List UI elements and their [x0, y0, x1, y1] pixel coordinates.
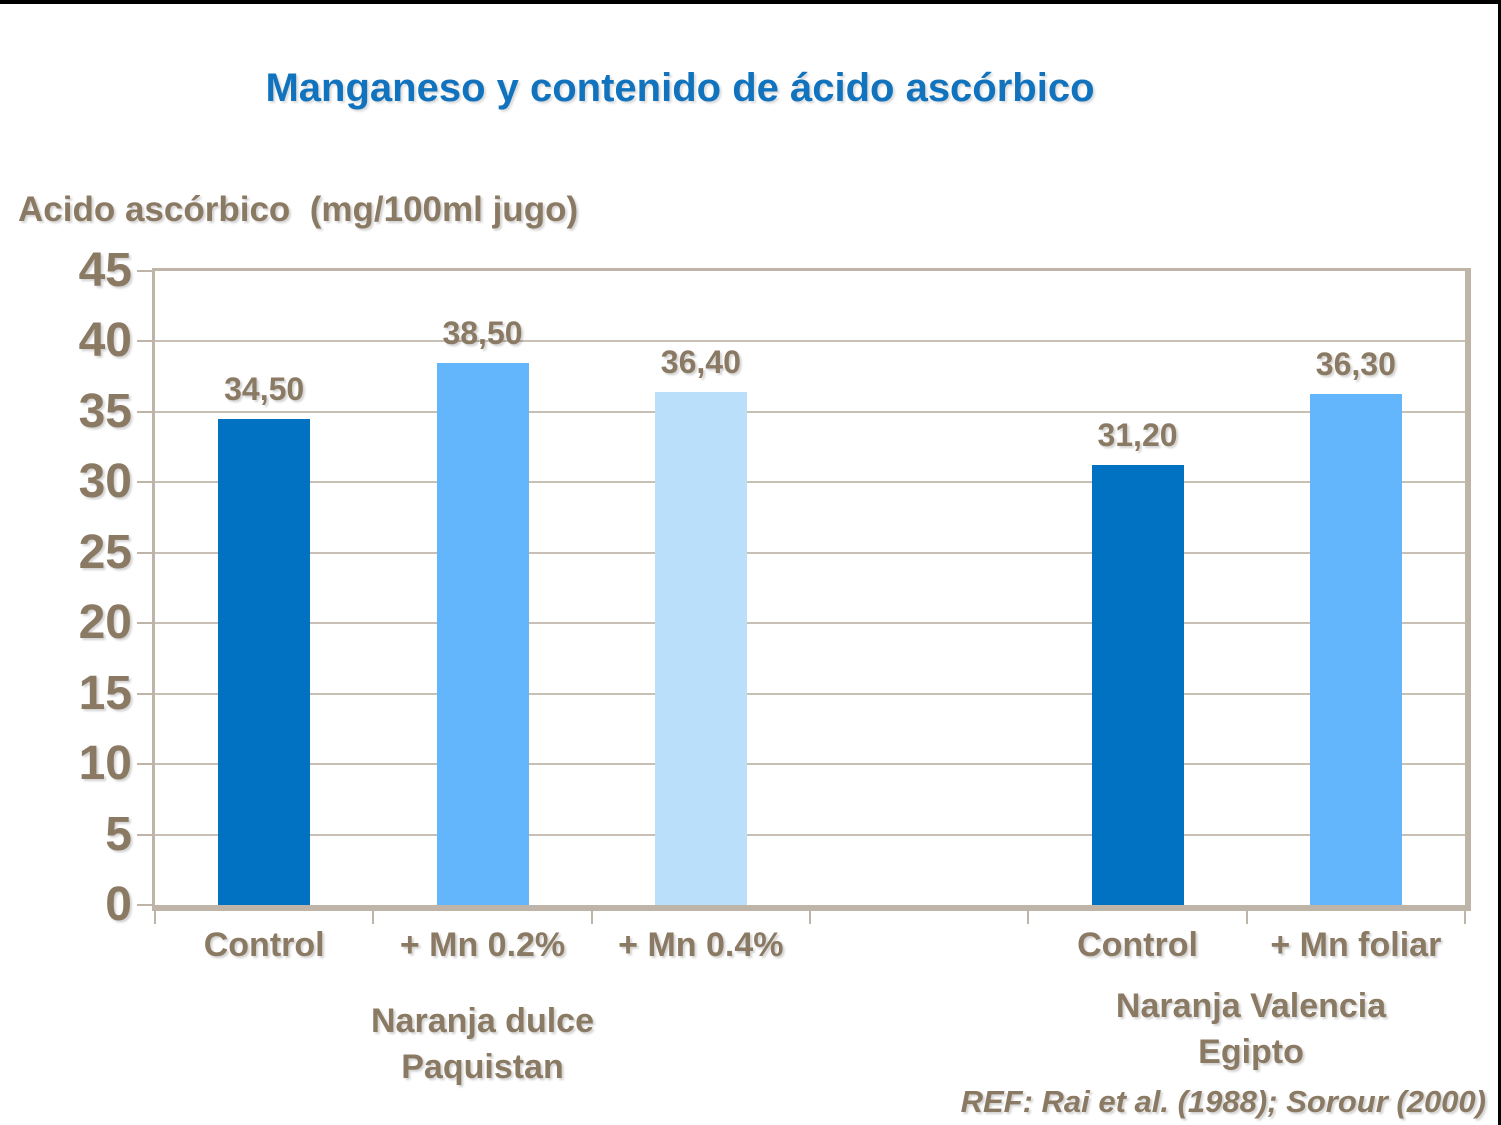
x-category-label: + Mn foliar	[1270, 926, 1442, 964]
slide-border-top	[0, 0, 1501, 4]
y-tick-mark	[137, 340, 152, 343]
y-tick-label-15: 15	[78, 666, 132, 720]
y-tick-mark	[137, 833, 152, 836]
slide-border-right	[1498, 0, 1501, 1125]
y-tick-label-40: 40	[78, 314, 132, 368]
y-tick-mark	[137, 551, 152, 554]
y-tick-mark	[137, 481, 152, 484]
x-category-label: + Mn 0.4%	[618, 926, 784, 964]
gridline-25	[155, 551, 1465, 554]
gridline-40	[155, 340, 1465, 343]
x-tick-mark	[1464, 911, 1466, 924]
x-tick-mark	[590, 911, 593, 924]
y-tick-mark	[137, 904, 152, 906]
bar--mn-0-2-	[436, 362, 529, 905]
y-tick-label-0: 0	[105, 878, 132, 931]
gridline-10	[155, 763, 1465, 766]
y-tick-label-45: 45	[78, 244, 132, 297]
bar-control	[218, 418, 311, 905]
y-tick-label-25: 25	[78, 525, 132, 579]
gridline-5	[155, 833, 1465, 836]
plot-area	[152, 268, 1471, 911]
y-tick-label-20: 20	[78, 596, 132, 650]
gridline-30	[155, 481, 1465, 484]
x-tick-mark	[1027, 911, 1030, 924]
gridline-15	[155, 692, 1465, 695]
y-tick-mark	[137, 763, 152, 766]
group-label-naranja-dulce: Naranja dulce Paquistan	[371, 1002, 594, 1086]
bar-value-label: 36,40	[660, 344, 741, 381]
bar-value-label: 36,30	[1315, 345, 1396, 382]
group-label-naranja-valencia: Naranja Valencia Egipto	[1115, 987, 1387, 1071]
y-tick-label-10: 10	[78, 737, 132, 791]
y-tick-mark	[137, 622, 152, 625]
bar-value-label: 34,50	[224, 370, 305, 407]
y-tick-label-30: 30	[78, 455, 132, 509]
bar--mn-foliar	[1309, 393, 1402, 905]
chart-title: Manganeso y contenido de ácido ascórbico	[265, 66, 1095, 110]
x-tick-mark	[372, 911, 375, 924]
bar-value-label: 38,50	[442, 314, 523, 351]
y-axis-title: Acido ascórbico (mg/100ml jugo)	[18, 190, 579, 229]
gridline-35	[155, 410, 1465, 413]
gridline-20	[155, 622, 1465, 625]
y-tick-mark	[137, 410, 152, 413]
y-tick-mark	[137, 692, 152, 695]
bar-control	[1091, 465, 1184, 905]
x-category-label: Control	[1077, 926, 1198, 964]
y-tick-label-35: 35	[78, 384, 132, 438]
x-tick-mark	[809, 911, 811, 924]
y-tick-mark	[137, 270, 152, 272]
x-tick-mark	[1245, 911, 1248, 924]
bar-value-label: 31,20	[1097, 417, 1178, 454]
y-tick-label-5: 5	[105, 807, 132, 861]
x-category-label: Control	[203, 926, 325, 964]
x-category-label: + Mn 0.2%	[399, 926, 566, 964]
x-tick-mark	[154, 911, 156, 924]
reference-text: REF: Rai et al. (1988); Sorour (2000)	[960, 1084, 1486, 1119]
bar--mn-0-4-	[654, 392, 747, 905]
